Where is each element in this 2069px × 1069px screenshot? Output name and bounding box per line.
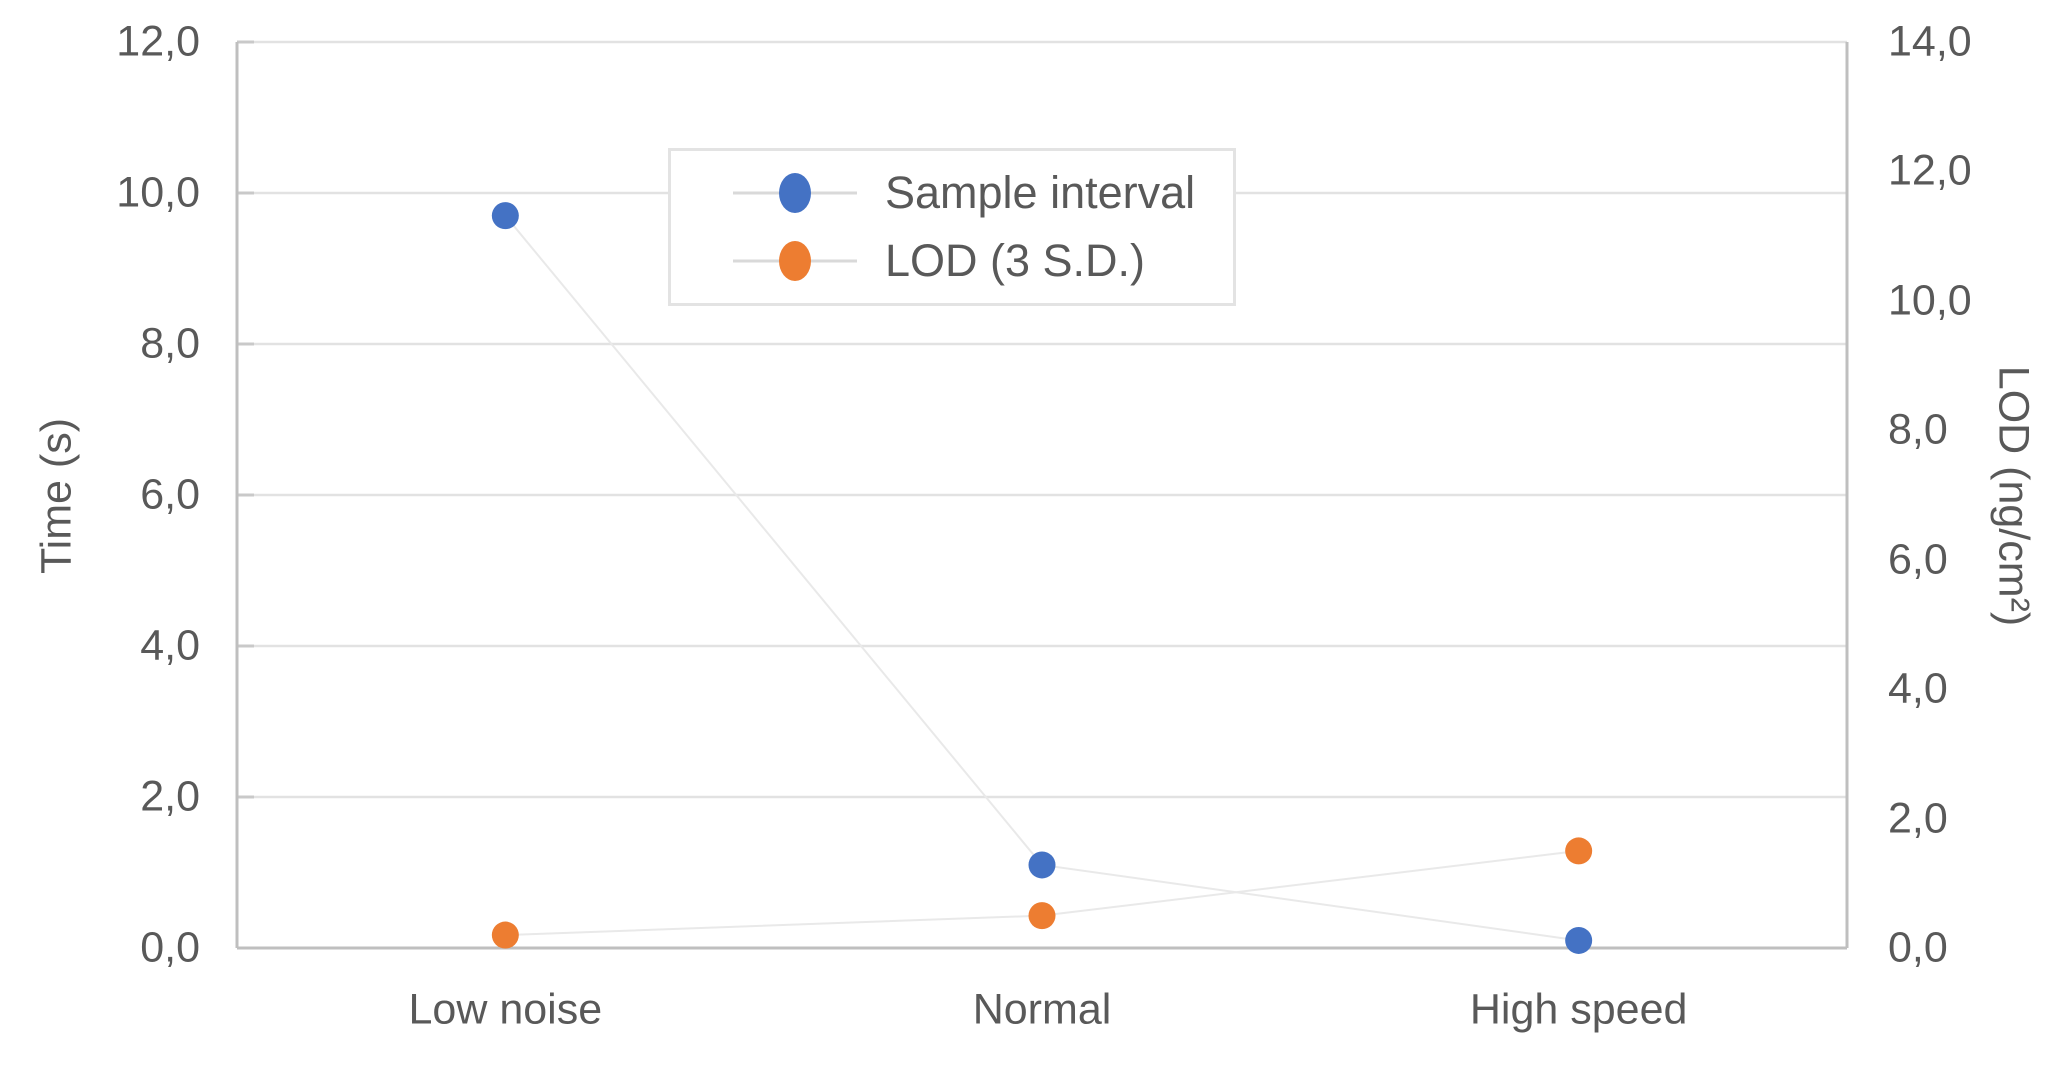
right-axis-tick-label: 2,0 <box>1888 794 1948 843</box>
legend-entry-sample-interval: Sample interval <box>733 159 1233 227</box>
left-axis-tick-label: 4,0 <box>140 621 200 670</box>
data-point-lod-3-s-d-high-speed <box>1565 837 1593 865</box>
data-point-sample-interval-normal <box>1028 851 1056 879</box>
right-axis-tick-label: 6,0 <box>1888 535 1948 584</box>
legend-label: LOD (3 S.D.) <box>885 235 1146 286</box>
legend-dot-icon <box>779 241 811 281</box>
legend: Sample interval LOD (3 S.D.) <box>668 148 1236 306</box>
legend-marker-icon <box>733 168 857 218</box>
data-point-lod-3-s-d-low-noise <box>491 921 519 949</box>
legend-marker-icon <box>733 236 857 286</box>
right-axis-tick-label: 8,0 <box>1888 405 1948 454</box>
right-axis-tick-label: 14,0 <box>1888 17 1972 66</box>
left-axis-tick-label: 10,0 <box>116 168 200 217</box>
data-point-sample-interval-low-noise <box>491 202 519 230</box>
left-axis-tick-label: 2,0 <box>140 772 200 821</box>
left-axis-title: Time (s) <box>32 417 81 575</box>
category-label-low-noise: Low noise <box>408 985 603 1034</box>
legend-label: Sample interval <box>885 167 1196 218</box>
data-point-sample-interval-high-speed <box>1565 926 1593 954</box>
left-axis-tick-label: 6,0 <box>140 470 200 519</box>
left-axis-tick-label: 0,0 <box>140 923 200 972</box>
right-axis-tick-label: 0,0 <box>1888 923 1948 972</box>
legend-dot-icon <box>779 173 811 213</box>
right-axis-title: LOD (ng/cm²) <box>1989 365 2038 627</box>
right-axis-tick-label: 10,0 <box>1888 276 1972 325</box>
data-point-lod-3-s-d-normal <box>1028 902 1056 930</box>
category-label-high-speed: High speed <box>1469 985 1688 1034</box>
series-line-sample-interval <box>504 215 1579 942</box>
category-label-normal: Normal <box>972 985 1112 1034</box>
legend-entry-lod-3-s-d: LOD (3 S.D.) <box>733 227 1233 295</box>
left-axis-tick-label: 12,0 <box>116 17 200 66</box>
left-axis-tick-label: 8,0 <box>140 319 200 368</box>
right-axis-tick-label: 4,0 <box>1888 664 1948 713</box>
right-axis-tick-label: 12,0 <box>1888 146 1972 195</box>
